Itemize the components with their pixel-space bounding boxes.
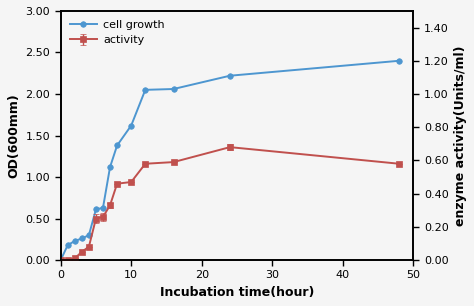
X-axis label: Incubation time(hour): Incubation time(hour) [160, 286, 314, 299]
cell growth [171, 87, 176, 91]
cell growth [65, 243, 71, 247]
Y-axis label: OD(600mm): OD(600mm) [7, 93, 20, 178]
cell growth [58, 258, 64, 262]
cell growth [107, 165, 113, 169]
cell growth [114, 144, 120, 147]
cell growth [79, 237, 85, 240]
cell growth [128, 124, 134, 127]
cell growth [93, 207, 99, 211]
Line: cell growth: cell growth [58, 58, 402, 263]
cell growth [100, 206, 106, 210]
cell growth [227, 74, 233, 77]
Y-axis label: enzyme activity(Units/ml): enzyme activity(Units/ml) [454, 45, 467, 226]
Legend: cell growth, activity: cell growth, activity [66, 17, 168, 49]
cell growth [143, 88, 148, 92]
cell growth [396, 59, 402, 63]
cell growth [72, 239, 78, 243]
cell growth [86, 233, 92, 237]
